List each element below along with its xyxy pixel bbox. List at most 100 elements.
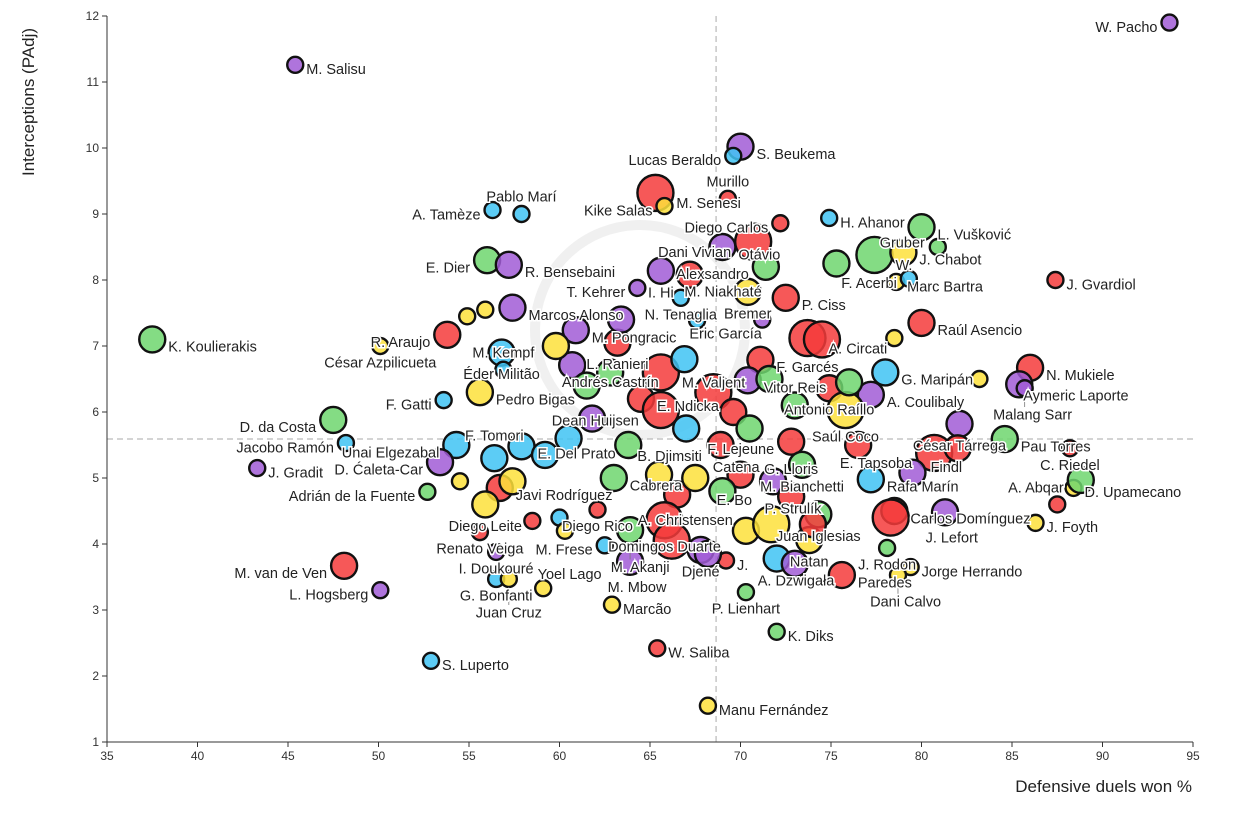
- data-point[interactable]: [480, 444, 509, 473]
- data-point[interactable]: [530, 440, 560, 470]
- data-point[interactable]: [733, 277, 762, 307]
- data-point[interactable]: [641, 390, 681, 430]
- data-point[interactable]: [898, 458, 927, 487]
- data-point[interactable]: [718, 189, 738, 209]
- data-point[interactable]: [498, 293, 527, 322]
- data-point[interactable]: [512, 204, 531, 224]
- data-point[interactable]: [606, 305, 636, 334]
- data-point[interactable]: [425, 447, 455, 477]
- data-point[interactable]: [753, 310, 772, 329]
- data-point[interactable]: [1046, 270, 1065, 290]
- data-point[interactable]: [646, 256, 676, 285]
- data-point[interactable]: [698, 696, 718, 715]
- data-point[interactable]: [787, 450, 817, 479]
- data-point[interactable]: [776, 427, 806, 456]
- data-point[interactable]: [899, 269, 919, 288]
- data-point[interactable]: [471, 490, 500, 519]
- data-point[interactable]: [418, 482, 437, 502]
- data-point[interactable]: [928, 237, 947, 257]
- data-point[interactable]: [871, 358, 900, 387]
- data-point[interactable]: [827, 560, 857, 590]
- data-point[interactable]: [1066, 465, 1095, 495]
- data-point[interactable]: [486, 542, 506, 562]
- data-point[interactable]: [433, 320, 462, 349]
- data-point[interactable]: [641, 353, 681, 392]
- data-point[interactable]: [599, 463, 628, 493]
- data-point[interactable]: [930, 498, 960, 527]
- data-point[interactable]: [648, 639, 667, 658]
- data-point[interactable]: [602, 595, 622, 614]
- data-point[interactable]: [780, 549, 809, 578]
- data-point[interactable]: [329, 551, 359, 580]
- data-point[interactable]: [434, 390, 453, 410]
- data-point[interactable]: [286, 55, 305, 75]
- data-point[interactable]: [450, 472, 470, 491]
- data-point[interactable]: [476, 300, 495, 319]
- data-point[interactable]: [780, 391, 809, 420]
- data-point[interactable]: [776, 482, 806, 511]
- data-point[interactable]: [534, 579, 553, 598]
- data-point[interactable]: [523, 511, 542, 531]
- data-point[interactable]: [421, 651, 441, 671]
- data-point[interactable]: [907, 212, 936, 242]
- data-point[interactable]: [687, 311, 707, 330]
- data-point[interactable]: [990, 424, 1019, 454]
- data-point[interactable]: [907, 308, 936, 338]
- data-point[interactable]: [614, 430, 643, 460]
- data-point[interactable]: [877, 538, 897, 558]
- data-point[interactable]: [470, 522, 490, 542]
- data-point[interactable]: [371, 336, 390, 356]
- data-point[interactable]: [554, 424, 583, 453]
- data-point[interactable]: [561, 315, 590, 345]
- data-point[interactable]: [628, 278, 647, 298]
- data-point[interactable]: [802, 320, 842, 359]
- data-point[interactable]: [248, 458, 267, 478]
- data-point[interactable]: [442, 430, 471, 460]
- data-point[interactable]: [457, 307, 477, 326]
- data-point[interactable]: [945, 409, 974, 439]
- data-point[interactable]: [681, 463, 710, 493]
- data-point[interactable]: [752, 505, 791, 544]
- data-point[interactable]: [755, 364, 784, 394]
- data-point[interactable]: [465, 378, 495, 407]
- data-point[interactable]: [595, 536, 614, 555]
- data-point[interactable]: [572, 371, 601, 400]
- data-point[interactable]: [494, 250, 524, 280]
- data-point[interactable]: [733, 222, 773, 261]
- data-point[interactable]: [771, 214, 790, 233]
- data-point[interactable]: [1060, 439, 1080, 458]
- data-point[interactable]: [798, 510, 828, 539]
- data-point[interactable]: [694, 373, 733, 412]
- data-point[interactable]: [834, 368, 864, 397]
- data-point[interactable]: [644, 460, 674, 489]
- data-point[interactable]: [1026, 513, 1045, 533]
- data-point[interactable]: [588, 500, 607, 519]
- data-point[interactable]: [822, 249, 851, 278]
- data-point[interactable]: [871, 498, 910, 537]
- data-point[interactable]: [706, 430, 735, 460]
- data-point[interactable]: [693, 539, 723, 569]
- data-point[interactable]: [843, 430, 873, 460]
- data-point[interactable]: [856, 465, 886, 494]
- data-point[interactable]: [736, 582, 756, 602]
- data-point[interactable]: [671, 288, 690, 308]
- data-point[interactable]: [856, 380, 886, 410]
- data-point[interactable]: [751, 252, 781, 281]
- data-point[interactable]: [675, 260, 705, 289]
- data-point[interactable]: [336, 433, 356, 453]
- data-point[interactable]: [670, 345, 699, 374]
- data-point[interactable]: [767, 622, 786, 641]
- data-point[interactable]: [577, 404, 607, 433]
- data-point[interactable]: [943, 434, 972, 463]
- data-point[interactable]: [655, 196, 674, 216]
- data-point[interactable]: [885, 328, 904, 348]
- data-point[interactable]: [726, 460, 755, 489]
- data-point[interactable]: [672, 414, 701, 443]
- data-point[interactable]: [483, 200, 502, 220]
- data-point[interactable]: [541, 331, 571, 361]
- data-point[interactable]: [557, 350, 587, 380]
- data-point[interactable]: [758, 467, 788, 496]
- data-point[interactable]: [771, 283, 800, 313]
- data-point[interactable]: [724, 146, 743, 166]
- data-point[interactable]: [319, 405, 348, 435]
